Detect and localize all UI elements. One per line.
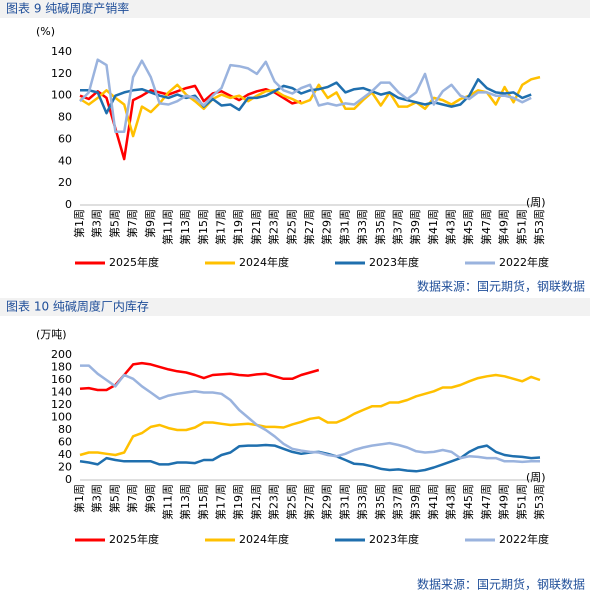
x-tick-label: 第7周 <box>125 484 139 513</box>
y-tick-label: 20 <box>58 461 72 474</box>
x-tick-label: 第25周 <box>284 484 298 520</box>
y-tick-label: 60 <box>58 436 72 449</box>
y-tick-label: 120 <box>51 398 72 411</box>
x-tick-label: 第3周 <box>90 209 104 238</box>
x-tick-label: 第1周 <box>72 209 86 238</box>
x-tick-label: 第49周 <box>497 484 511 520</box>
series-line <box>79 84 302 161</box>
x-tick-label: 第37周 <box>390 484 404 520</box>
x-tick-label: 第23周 <box>267 209 281 245</box>
x-tick-label: 第33周 <box>355 209 369 245</box>
x-tick-label: 第25周 <box>284 209 298 245</box>
x-tick-label: 第5周 <box>107 209 121 238</box>
legend-label: 2023年度 <box>369 532 419 546</box>
x-tick-label: 第27周 <box>302 209 316 245</box>
x-tick-label: 第31周 <box>337 484 351 520</box>
legend-label: 2025年度 <box>109 255 159 269</box>
x-tick-label: 第21周 <box>249 484 263 520</box>
x-tick-label: 第13周 <box>178 209 192 245</box>
y-tick-label: 100 <box>51 411 72 424</box>
y-tick-label: 160 <box>51 373 72 386</box>
x-tick-label: 第45周 <box>461 209 475 245</box>
source-note: 数据来源：国元期货，钢联数据 <box>417 279 585 294</box>
y-tick-label: 20 <box>58 176 72 189</box>
x-tick-label: 第43周 <box>444 484 458 520</box>
series-line <box>79 58 532 134</box>
legend-label: 2024年度 <box>239 532 289 546</box>
x-tick-label: 第11周 <box>160 484 174 520</box>
x-tick-label: 第37周 <box>390 209 404 245</box>
x-tick-label: 第7周 <box>125 209 139 238</box>
y-tick-label: 100 <box>51 89 72 102</box>
x-tick-label: 第41周 <box>426 209 440 245</box>
legend-label: 2022年度 <box>499 532 549 546</box>
x-unit: (周) <box>526 471 546 484</box>
chart-title: 图表 10 纯碱周度厂内库存 <box>6 299 149 314</box>
x-tick-label: 第51周 <box>514 484 528 520</box>
title-bar <box>0 0 590 18</box>
x-tick-label: 第27周 <box>302 484 316 520</box>
x-tick-label: 第15周 <box>196 484 210 520</box>
y-tick-label: 40 <box>58 154 72 167</box>
title-bar <box>0 298 590 316</box>
x-unit: (周) <box>526 196 546 209</box>
y-tick-label: 200 <box>51 348 72 361</box>
x-tick-label: 第9周 <box>143 484 157 513</box>
x-tick-label: 第47周 <box>479 209 493 245</box>
series-line <box>79 443 541 473</box>
x-tick-label: 第13周 <box>178 484 192 520</box>
y-tick-label: 80 <box>58 423 72 436</box>
x-tick-label: 第17周 <box>214 484 228 520</box>
x-tick-label: 第5周 <box>107 484 121 513</box>
y-tick-label: 120 <box>51 67 72 80</box>
x-tick-label: 第41周 <box>426 484 440 520</box>
x-tick-label: 第53周 <box>532 209 546 245</box>
y-tick-label: 180 <box>51 361 72 374</box>
x-tick-label: 第1周 <box>72 484 86 513</box>
x-tick-label: 第19周 <box>231 484 245 520</box>
y-tick-label: 140 <box>51 386 72 399</box>
legend-label: 2024年度 <box>239 255 289 269</box>
x-tick-label: 第35周 <box>373 209 387 245</box>
series-line <box>80 364 540 464</box>
x-tick-label: 第49周 <box>497 209 511 245</box>
x-tick-label: 第33周 <box>355 484 369 520</box>
x-tick-label: 第45周 <box>461 484 475 520</box>
x-tick-label: 第39周 <box>408 209 422 245</box>
y-tick-label: 0 <box>65 473 72 486</box>
y-tick-label: 40 <box>58 448 72 461</box>
y-tick-label: 80 <box>58 111 72 124</box>
x-tick-label: 第31周 <box>337 209 351 245</box>
legend-label: 2025年度 <box>109 532 159 546</box>
x-tick-label: 第9周 <box>143 209 157 238</box>
x-tick-label: 第29周 <box>320 484 334 520</box>
series-line <box>79 373 541 457</box>
x-tick-label: 第51周 <box>514 209 528 245</box>
y-unit: (万吨) <box>36 328 67 341</box>
x-tick-label: 第39周 <box>408 484 422 520</box>
x-tick-label: 第23周 <box>267 484 281 520</box>
y-tick-label: 0 <box>65 198 72 211</box>
y-unit: (%) <box>36 25 55 38</box>
x-tick-label: 第17周 <box>214 209 228 245</box>
x-tick-label: 第3周 <box>90 484 104 513</box>
x-tick-label: 第53周 <box>532 484 546 520</box>
x-tick-label: 第29周 <box>320 209 334 245</box>
x-tick-label: 第21周 <box>249 209 263 245</box>
source-note: 数据来源：国元期货，钢联数据 <box>417 577 585 592</box>
x-tick-label: 第47周 <box>479 484 493 520</box>
legend-label: 2023年度 <box>369 255 419 269</box>
chart-title: 图表 9 纯碱周度产销率 <box>6 1 129 16</box>
x-tick-label: 第19周 <box>231 209 245 245</box>
y-tick-label: 140 <box>51 45 72 58</box>
x-tick-label: 第15周 <box>196 209 210 245</box>
x-tick-label: 第11周 <box>160 209 174 245</box>
y-tick-label: 60 <box>58 132 72 145</box>
x-tick-label: 第35周 <box>373 484 387 520</box>
legend-label: 2022年度 <box>499 255 549 269</box>
x-tick-label: 第43周 <box>444 209 458 245</box>
